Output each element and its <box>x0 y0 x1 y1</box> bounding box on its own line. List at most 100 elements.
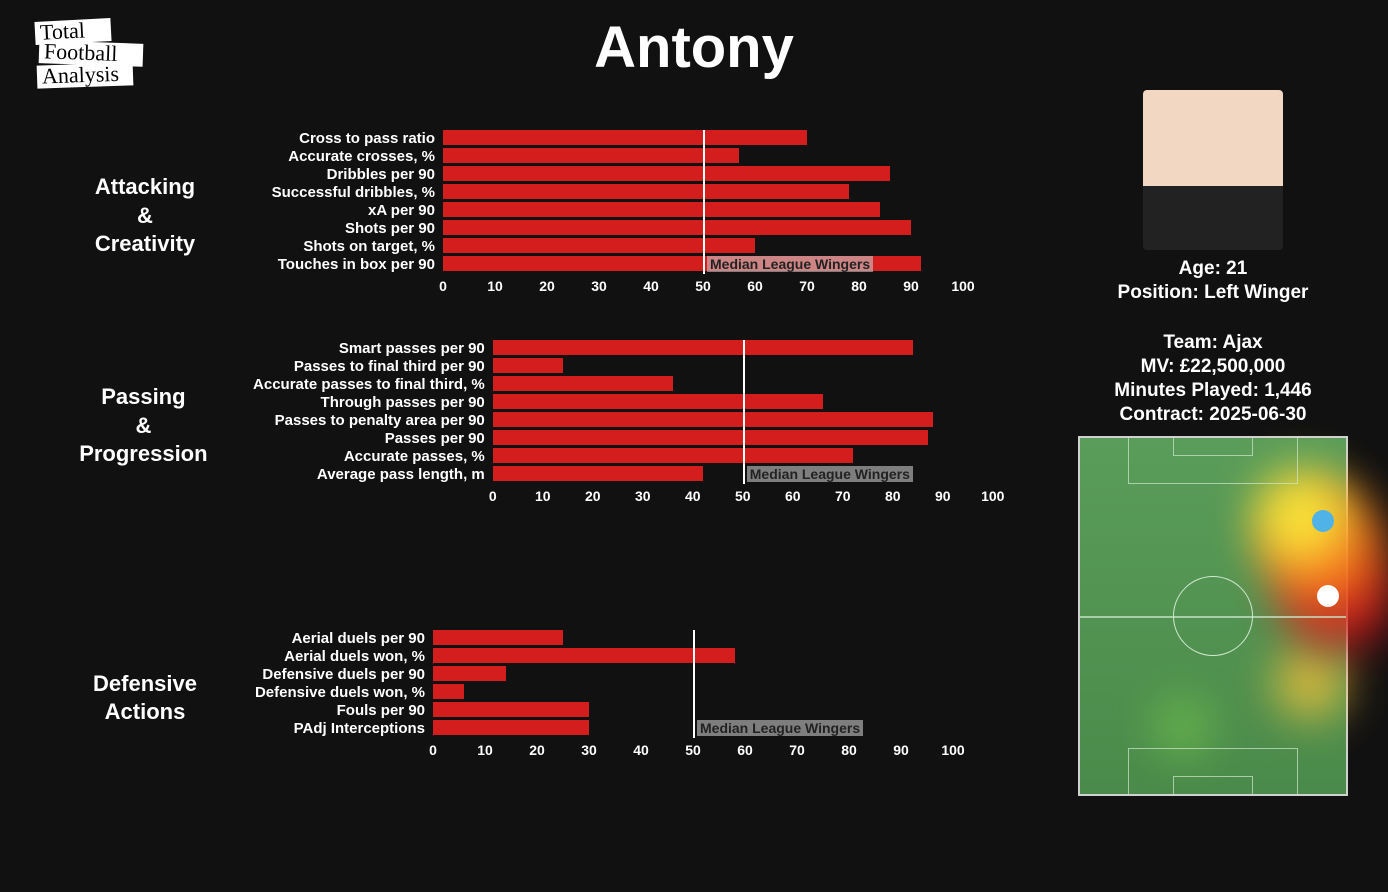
bar-plot-attacking: Median League Wingers <box>443 130 963 274</box>
metric-label: Dribbles per 90 <box>230 166 435 184</box>
info-minutes: Minutes Played: 1,446 <box>1078 380 1348 402</box>
metric-label: Aerial duels per 90 <box>230 630 425 648</box>
axis-tick: 10 <box>535 488 551 504</box>
metric-label: Smart passes per 90 <box>227 340 485 358</box>
bar <box>433 684 464 699</box>
axis-tick: 20 <box>585 488 601 504</box>
median-label: Median League Wingers <box>697 720 863 736</box>
axis-tick: 90 <box>893 742 909 758</box>
section-passing: Passing&ProgressionSmart passes per 90Pa… <box>60 340 990 512</box>
metric-label: Cross to pass ratio <box>230 130 435 148</box>
axis-tick: 70 <box>799 278 815 294</box>
section-attacking: Attacking&CreativityCross to pass ratioA… <box>60 130 990 302</box>
bar <box>443 130 807 145</box>
axis-tick: 20 <box>529 742 545 758</box>
metric-label: Shots per 90 <box>230 220 435 238</box>
axis-tick: 100 <box>941 742 964 758</box>
metric-labels-passing: Smart passes per 90Passes to final third… <box>227 340 485 484</box>
bar <box>443 220 911 235</box>
section-title-attacking: Attacking&Creativity <box>60 172 230 259</box>
bar <box>443 184 849 199</box>
axis-tick: 10 <box>477 742 493 758</box>
axis-tick: 40 <box>633 742 649 758</box>
info-age: Age: 21 <box>1078 258 1348 280</box>
player-title: Antony <box>0 14 1388 81</box>
bar <box>433 630 563 645</box>
bar <box>433 720 589 735</box>
axis-tick: 50 <box>695 278 711 294</box>
bar <box>493 358 563 373</box>
section-title-passing: Passing&Progression <box>60 382 227 469</box>
metric-label: Passes per 90 <box>227 430 485 448</box>
median-line <box>743 340 745 484</box>
bar <box>443 166 890 181</box>
axis-tick: 0 <box>429 742 437 758</box>
bar <box>493 340 913 355</box>
axis-tick: 10 <box>487 278 503 294</box>
axis-tick: 40 <box>643 278 659 294</box>
metric-label: xA per 90 <box>230 202 435 220</box>
axis-tick: 60 <box>737 742 753 758</box>
metric-label: Accurate crosses, % <box>230 148 435 166</box>
axis-tick: 100 <box>951 278 974 294</box>
median-line <box>703 130 705 274</box>
bar <box>433 666 506 681</box>
axis-tick: 40 <box>685 488 701 504</box>
metric-label: Passes to penalty area per 90 <box>227 412 485 430</box>
axis-tick: 30 <box>581 742 597 758</box>
info-mv: MV: £22,500,000 <box>1078 356 1348 378</box>
heat-zone <box>1275 648 1345 718</box>
metric-label: Shots on target, % <box>230 238 435 256</box>
position-heatmap <box>1078 436 1348 796</box>
info-position: Position: Left Winger <box>1078 282 1348 304</box>
section-title-defensive: DefensiveActions <box>60 669 230 728</box>
info-team: Team: Ajax <box>1078 332 1348 354</box>
bar <box>493 412 933 427</box>
metric-label: Successful dribbles, % <box>230 184 435 202</box>
axis-tick: 70 <box>835 488 851 504</box>
metric-label: Defensive duels per 90 <box>230 666 425 684</box>
metric-labels-defensive: Aerial duels per 90Aerial duels won, %De… <box>230 630 425 738</box>
heat-zone <box>1155 699 1210 754</box>
metric-label: PAdj Interceptions <box>230 720 425 738</box>
metric-label: Average pass length, m <box>227 466 485 484</box>
median-label: Median League Wingers <box>707 256 873 272</box>
axis-tick: 100 <box>981 488 1004 504</box>
axis-tick: 60 <box>785 488 801 504</box>
player-photo <box>1143 90 1283 250</box>
bar <box>433 702 589 717</box>
bar-plot-passing: Median League Wingers <box>493 340 993 484</box>
metric-label: Aerial duels won, % <box>230 648 425 666</box>
metric-label: Passes to final third per 90 <box>227 358 485 376</box>
axis-tick: 80 <box>851 278 867 294</box>
player-info-panel: Age: 21 Position: Left Winger Team: Ajax… <box>1078 90 1348 796</box>
median-line <box>693 630 695 738</box>
x-axis: 0102030405060708090100 <box>443 278 963 302</box>
axis-tick: 30 <box>591 278 607 294</box>
axis-tick: 70 <box>789 742 805 758</box>
bar <box>493 448 853 463</box>
position-marker-blue <box>1312 510 1334 532</box>
median-label: Median League Wingers <box>747 466 913 482</box>
axis-tick: 50 <box>735 488 751 504</box>
metric-label: Through passes per 90 <box>227 394 485 412</box>
bar <box>443 148 739 163</box>
bar <box>433 648 735 663</box>
metric-label: Fouls per 90 <box>230 702 425 720</box>
info-contract: Contract: 2025-06-30 <box>1078 404 1348 426</box>
axis-tick: 80 <box>885 488 901 504</box>
axis-tick: 0 <box>439 278 447 294</box>
section-defensive: DefensiveActionsAerial duels per 90Aeria… <box>60 630 990 766</box>
bar <box>443 238 755 253</box>
axis-tick: 30 <box>635 488 651 504</box>
axis-tick: 90 <box>935 488 951 504</box>
axis-tick: 80 <box>841 742 857 758</box>
axis-tick: 90 <box>903 278 919 294</box>
bar <box>493 466 703 481</box>
bar <box>493 376 673 391</box>
metric-labels-attacking: Cross to pass ratioAccurate crosses, %Dr… <box>230 130 435 274</box>
axis-tick: 50 <box>685 742 701 758</box>
axis-tick: 20 <box>539 278 555 294</box>
bar <box>493 394 823 409</box>
metric-label: Accurate passes to final third, % <box>227 376 485 394</box>
